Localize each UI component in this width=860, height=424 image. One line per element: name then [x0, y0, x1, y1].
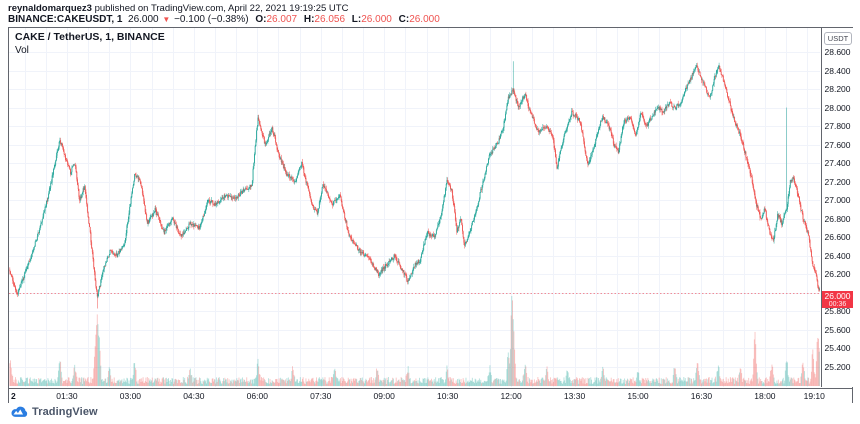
- price-tick-label: 26.400: [824, 250, 851, 261]
- time-tick-label: 01:30: [56, 391, 78, 401]
- tradingview-brand-text: TradingView: [32, 405, 98, 418]
- price-tick-label: 27.800: [824, 121, 851, 132]
- price-tick-label: 25.400: [824, 343, 851, 354]
- price-tick-label: 27.600: [824, 139, 851, 150]
- time-tick-label: 13:30: [563, 391, 586, 401]
- chart-pane[interactable]: CAKE / TetherUS, 1, BINANCE Vol: [9, 28, 820, 387]
- high-label: H:: [303, 14, 315, 25]
- chart-legend[interactable]: CAKE / TetherUS, 1, BINANCE Vol: [15, 31, 165, 57]
- high-value: 26.056: [314, 14, 346, 25]
- close-label: C:: [398, 14, 410, 25]
- time-tick-label: 19:10: [803, 391, 825, 401]
- last-price-badge: 26.000 00:36: [822, 290, 853, 308]
- legend-volume-indicator[interactable]: Vol: [15, 45, 29, 56]
- price-tick-label: 25.200: [824, 361, 851, 372]
- price-axis[interactable]: USDT 26.000 00:36 28.600 28.400 28.200 28.0…: [821, 28, 853, 387]
- last-price-badge-value: 26.000: [824, 290, 851, 301]
- time-tick-label: 10:30: [437, 391, 459, 401]
- price-tick-label: 26.800: [824, 213, 851, 224]
- low-label: L:: [351, 14, 362, 25]
- time-tick-label: 2: [11, 391, 16, 401]
- time-tick-label: 09:00: [373, 391, 395, 401]
- time-tick-label: 18:00: [754, 391, 776, 401]
- publish-text: published on TradingView.com, April 22, …: [91, 3, 349, 14]
- time-tick-label: 03:00: [119, 391, 142, 401]
- price-tick-label: 26.600: [824, 232, 851, 243]
- close-value: 26.000: [409, 14, 440, 25]
- symbol-status-line: BINANCE:CAKEUSDT, 1 26.000 ▼ −0.100 (−0.…: [8, 14, 440, 26]
- direction-down-icon: ▼: [162, 15, 171, 24]
- low-value: 26.000: [361, 14, 392, 25]
- change-text: −0.100 (−0.38%): [174, 14, 249, 25]
- last-price: 26.000: [128, 14, 159, 25]
- price-tick-label: 28.000: [824, 102, 851, 113]
- price-tick-label: 27.000: [824, 195, 851, 206]
- chart-frame: CAKE / TetherUS, 1, BINANCE Vol USDT 26.…: [8, 27, 853, 403]
- tradingview-attribution[interactable]: TradingView: [10, 405, 98, 418]
- price-tick-label: 25.800: [824, 306, 851, 317]
- price-tick-label: 27.400: [824, 158, 851, 169]
- price-tick-label: 27.200: [824, 176, 851, 187]
- time-tick-label: 07:30: [310, 391, 332, 401]
- time-tick-label: 12:00: [500, 391, 522, 401]
- price-tick-label: 28.400: [824, 65, 851, 76]
- open-label: O:: [255, 14, 267, 25]
- publish-info: reynaldomarquez3 published on TradingVie…: [8, 3, 348, 14]
- price-tick-label: 25.600: [824, 324, 851, 335]
- price-tick-label: 26.200: [824, 269, 851, 280]
- open-value: 26.007: [266, 14, 298, 25]
- time-tick-label: 15:00: [627, 391, 649, 401]
- price-tick-label: 28.200: [824, 84, 851, 95]
- currency-unit-badge: USDT: [824, 32, 852, 45]
- symbol-title: BINANCE:CAKEUSDT, 1: [8, 14, 123, 25]
- tradingview-cloud-logo-icon: [10, 405, 28, 418]
- time-tick-label: 04:30: [183, 391, 205, 401]
- candlestick-chart-canvas[interactable]: [9, 28, 820, 387]
- time-axis[interactable]: 2 01:30 03:00 04:30 06:00 07:30 09:00 10:30 12:0…: [9, 388, 852, 403]
- legend-symbol[interactable]: CAKE / TetherUS, 1, BINANCE: [15, 31, 165, 43]
- author-name: reynaldomarquez3: [8, 3, 92, 14]
- time-tick-label: 16:30: [690, 391, 713, 401]
- bar-countdown: 00:36: [828, 300, 847, 308]
- time-tick-label: 06:00: [246, 391, 268, 401]
- price-tick-label: 28.600: [824, 47, 851, 57]
